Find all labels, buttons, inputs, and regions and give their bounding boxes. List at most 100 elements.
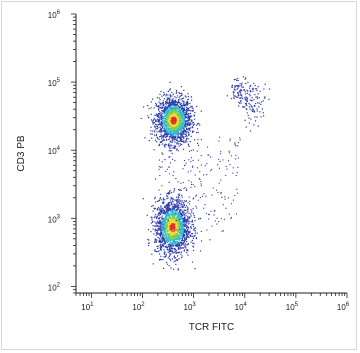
event-dot xyxy=(168,128,170,130)
event-dot xyxy=(186,138,188,140)
event-dot xyxy=(188,222,190,224)
event-dot xyxy=(158,222,160,224)
event-dot xyxy=(159,114,161,116)
event-dot xyxy=(182,111,184,113)
event-dot xyxy=(192,110,194,112)
event-dot xyxy=(175,112,177,114)
event-dot xyxy=(168,97,170,99)
event-dot xyxy=(171,99,173,101)
event-dot xyxy=(161,219,164,221)
event-dot xyxy=(180,140,182,143)
event-dot xyxy=(237,94,239,96)
event-dot xyxy=(180,251,183,253)
event-dot xyxy=(175,235,177,238)
event-dot xyxy=(185,139,187,141)
event-dot xyxy=(177,240,179,242)
event-dot xyxy=(177,206,179,209)
event-dot xyxy=(233,91,235,93)
event-dot xyxy=(173,230,176,232)
event-dot xyxy=(184,238,186,240)
event-dot xyxy=(179,124,181,126)
event-dot xyxy=(167,230,169,232)
event-dot xyxy=(150,126,152,128)
event-dot xyxy=(160,211,162,213)
event-dot xyxy=(168,210,170,212)
event-dot xyxy=(176,199,178,201)
event-dot xyxy=(173,129,175,131)
event-dot xyxy=(180,98,182,100)
event-dot xyxy=(197,138,199,140)
event-dot xyxy=(243,89,245,91)
event-dot xyxy=(163,94,165,96)
event-dot xyxy=(176,110,178,112)
event-dot xyxy=(175,257,177,259)
event-dot xyxy=(162,212,164,214)
event-dot xyxy=(186,233,188,235)
event-dot xyxy=(178,244,180,247)
event-dot xyxy=(187,211,189,213)
event-dot xyxy=(161,243,163,246)
event-dot xyxy=(177,121,179,123)
event-dot xyxy=(172,108,174,110)
event-dot xyxy=(164,109,166,111)
event-dot xyxy=(191,224,193,226)
event-dot xyxy=(159,117,161,119)
event-dot xyxy=(171,115,173,117)
event-dot xyxy=(173,128,175,130)
event-dot xyxy=(158,200,160,202)
event-dot xyxy=(178,128,180,130)
event-dot xyxy=(206,163,208,165)
event-dot xyxy=(174,106,176,108)
event-dot xyxy=(166,109,168,112)
event-dot xyxy=(171,198,173,200)
event-dot xyxy=(169,207,171,209)
event-dot xyxy=(181,230,184,232)
event-dot xyxy=(174,107,177,109)
event-dot xyxy=(200,139,202,141)
event-dot xyxy=(182,225,185,227)
event-dot xyxy=(185,219,187,221)
event-dot xyxy=(176,212,178,214)
event-dot xyxy=(193,228,195,230)
event-dot xyxy=(198,218,200,220)
event-dot xyxy=(245,100,247,102)
event-dot xyxy=(180,130,182,133)
event-dot xyxy=(169,225,171,227)
event-dot xyxy=(182,230,184,232)
event-dot xyxy=(181,215,183,217)
event-dot xyxy=(166,203,168,205)
event-dot xyxy=(163,228,165,230)
event-dot xyxy=(171,238,173,240)
event-dot xyxy=(186,230,188,232)
event-dot xyxy=(153,233,155,235)
event-dot xyxy=(166,195,169,197)
event-dot xyxy=(181,98,183,100)
event-dot xyxy=(171,107,173,110)
event-dot xyxy=(195,237,197,239)
event-dot xyxy=(187,122,189,124)
event-dot xyxy=(158,218,160,220)
event-dot xyxy=(237,192,239,194)
event-dot xyxy=(155,232,157,234)
event-dot xyxy=(185,162,187,164)
event-dot xyxy=(237,145,239,147)
event-dot xyxy=(182,206,184,208)
event-dot xyxy=(172,135,174,137)
event-dot xyxy=(165,115,167,117)
event-dot xyxy=(152,220,154,222)
event-dot xyxy=(168,240,170,242)
event-dot xyxy=(163,232,165,234)
event-dot xyxy=(177,135,179,137)
event-dot xyxy=(191,261,194,263)
event-dot xyxy=(180,129,182,131)
event-dot xyxy=(174,260,176,262)
event-dot xyxy=(170,222,172,224)
event-dot xyxy=(169,89,171,91)
event-dot xyxy=(167,228,169,230)
event-dot xyxy=(175,259,177,261)
event-dot xyxy=(171,206,173,208)
event-dot xyxy=(226,168,228,170)
event-dot xyxy=(176,142,178,144)
event-dot xyxy=(159,245,161,247)
event-dot xyxy=(175,138,177,141)
